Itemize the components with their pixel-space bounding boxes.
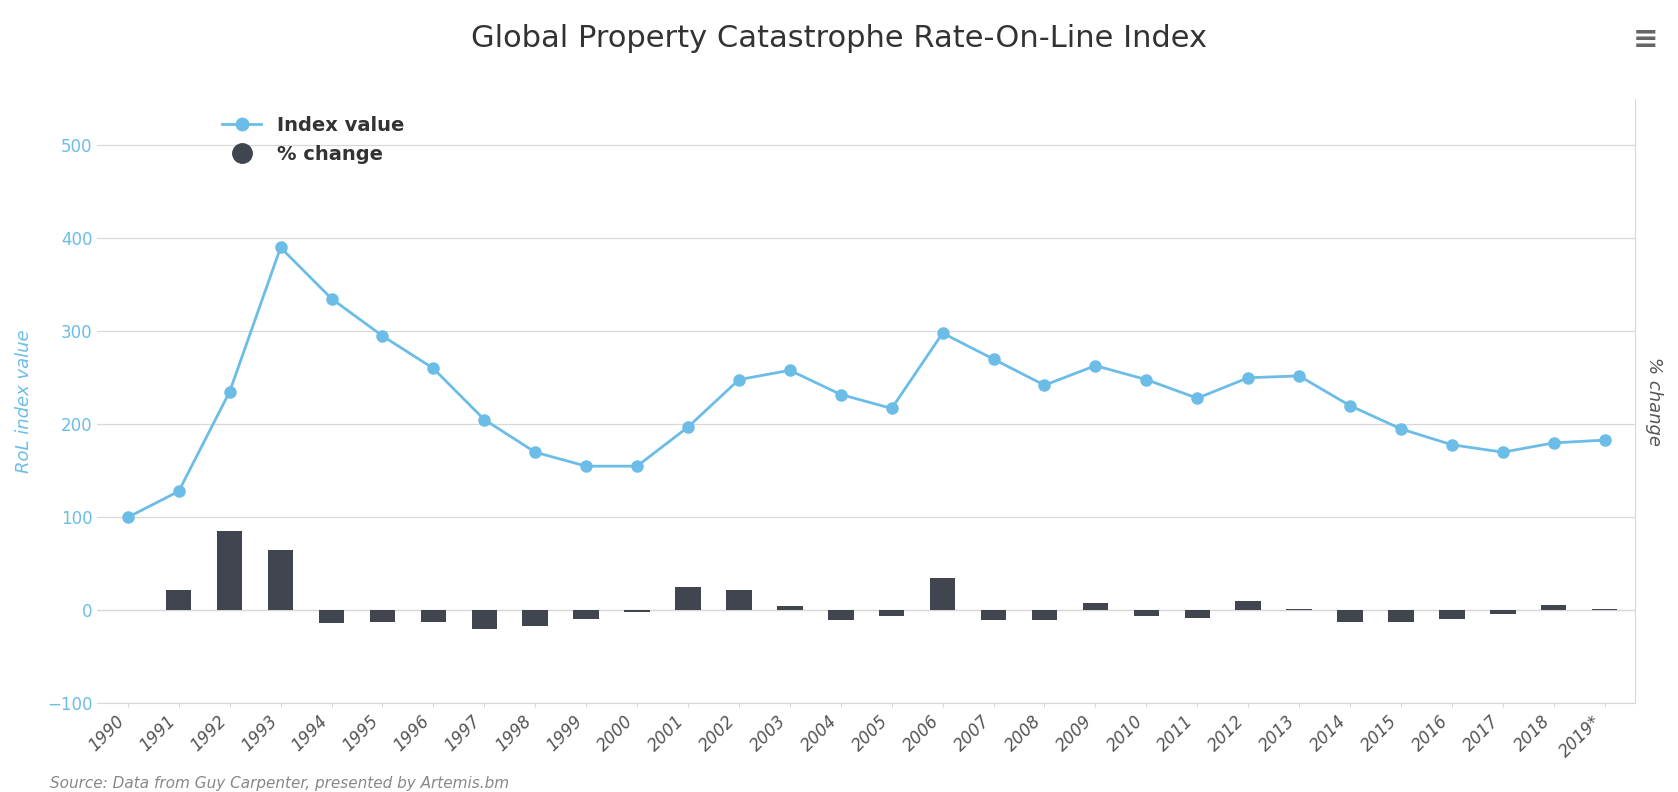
Bar [1388,611,1413,622]
Bar [472,611,497,629]
Bar [624,611,649,612]
Y-axis label: % change: % change [1644,356,1663,446]
Bar [166,590,191,611]
Bar [1032,611,1057,619]
Bar [1337,611,1363,622]
Bar [1440,611,1465,619]
Bar [675,587,701,611]
Bar [1540,605,1567,611]
Bar [1287,610,1312,611]
Bar [777,606,802,611]
Bar [1134,611,1159,616]
Bar [879,611,904,616]
Bar [369,611,394,622]
Bar [574,611,599,619]
Bar [982,611,1007,619]
Bar [930,578,955,611]
Y-axis label: RoL index value: RoL index value [15,329,34,473]
Bar [1592,608,1618,611]
Bar [1185,611,1210,618]
Bar [268,550,294,611]
Text: Global Property Catastrophe Rate-On-Line Index: Global Property Catastrophe Rate-On-Line… [472,24,1206,53]
Bar [522,611,549,626]
Bar [1235,601,1260,611]
Legend: Index value, % change: Index value, % change [215,109,413,172]
Text: ≡: ≡ [1633,25,1658,55]
Bar [319,611,344,623]
Bar [216,531,242,611]
Bar [421,611,446,622]
Bar [1082,603,1107,611]
Bar [1490,611,1515,614]
Text: Source: Data from Guy Carpenter, presented by Artemis.bm: Source: Data from Guy Carpenter, present… [50,776,510,791]
Bar [827,611,854,619]
Bar [727,590,752,611]
